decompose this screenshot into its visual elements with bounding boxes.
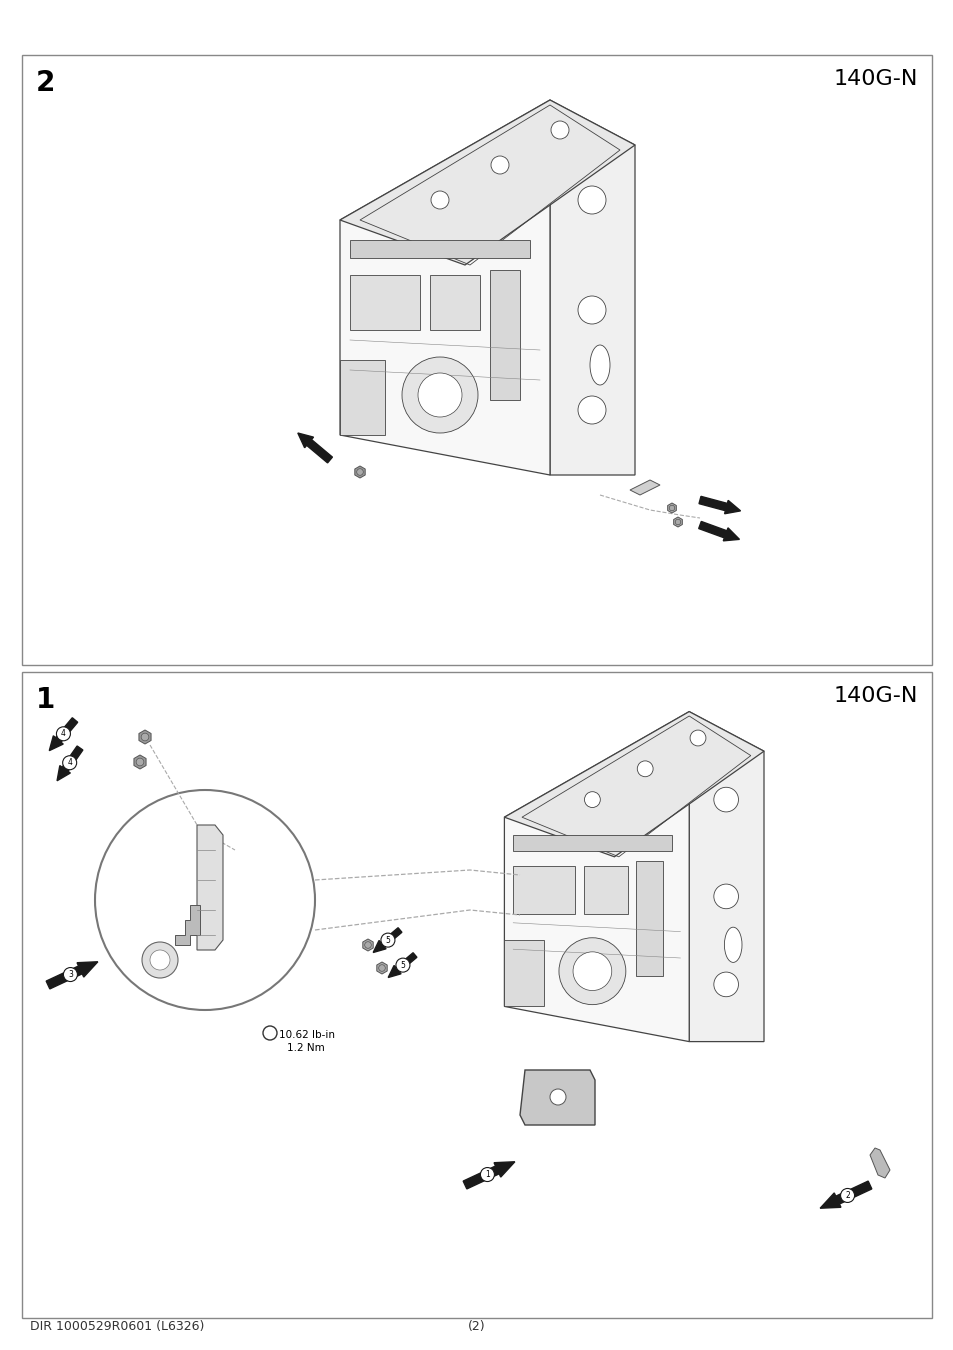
Text: 140G-N: 140G-N: [833, 69, 917, 89]
Circle shape: [480, 1168, 494, 1181]
Polygon shape: [629, 481, 659, 495]
Bar: [513, 834, 671, 850]
Ellipse shape: [589, 346, 609, 385]
Polygon shape: [46, 961, 98, 990]
Circle shape: [380, 933, 395, 948]
Text: 5: 5: [400, 961, 405, 969]
Circle shape: [56, 726, 71, 741]
Circle shape: [637, 761, 653, 776]
Polygon shape: [504, 711, 688, 1042]
Bar: [350, 275, 419, 329]
Circle shape: [63, 968, 77, 981]
Polygon shape: [57, 747, 83, 780]
Bar: [490, 270, 519, 400]
Text: 1: 1: [484, 1170, 489, 1179]
Circle shape: [356, 468, 363, 475]
Circle shape: [431, 190, 449, 209]
Polygon shape: [339, 100, 635, 265]
Text: 10.62 lb-in: 10.62 lb-in: [278, 1030, 335, 1040]
Circle shape: [95, 790, 314, 1010]
Circle shape: [141, 733, 149, 741]
Polygon shape: [362, 940, 373, 950]
Polygon shape: [519, 1071, 595, 1125]
Circle shape: [713, 972, 738, 996]
Bar: [22, 672, 931, 1318]
Bar: [350, 240, 530, 258]
Text: (2): (2): [468, 1320, 485, 1332]
Circle shape: [840, 1188, 854, 1203]
Circle shape: [142, 942, 178, 977]
Polygon shape: [869, 1148, 889, 1179]
Bar: [583, 865, 627, 914]
Text: DIR 1000529R0601 (L6326): DIR 1000529R0601 (L6326): [30, 1320, 204, 1332]
Polygon shape: [463, 1162, 515, 1189]
Polygon shape: [376, 963, 387, 973]
Circle shape: [578, 296, 605, 324]
Polygon shape: [550, 100, 635, 475]
Text: 4: 4: [67, 759, 72, 767]
Circle shape: [675, 520, 680, 525]
Circle shape: [713, 884, 738, 909]
Polygon shape: [196, 825, 223, 950]
Text: 3: 3: [68, 971, 72, 979]
Polygon shape: [297, 433, 332, 463]
Circle shape: [378, 965, 385, 971]
Circle shape: [584, 791, 599, 807]
Circle shape: [689, 730, 705, 747]
Circle shape: [63, 756, 76, 770]
Polygon shape: [688, 711, 763, 1042]
Polygon shape: [50, 718, 77, 751]
Polygon shape: [820, 1181, 871, 1208]
Polygon shape: [174, 904, 200, 945]
Polygon shape: [339, 100, 550, 475]
Polygon shape: [133, 755, 146, 770]
Text: 2: 2: [844, 1191, 849, 1200]
Circle shape: [150, 950, 170, 971]
Circle shape: [491, 157, 509, 174]
Text: 5: 5: [385, 936, 390, 945]
Circle shape: [578, 186, 605, 215]
Text: 4: 4: [61, 729, 66, 738]
Circle shape: [364, 942, 371, 948]
Polygon shape: [139, 730, 151, 744]
Circle shape: [136, 759, 144, 765]
Bar: [513, 865, 575, 914]
Text: 1: 1: [36, 686, 55, 714]
Circle shape: [417, 373, 461, 417]
Circle shape: [578, 396, 605, 424]
Bar: [430, 275, 479, 329]
Circle shape: [573, 952, 611, 991]
Polygon shape: [388, 953, 416, 977]
Text: 2: 2: [36, 69, 55, 97]
Ellipse shape: [723, 927, 741, 963]
Text: 140G-N: 140G-N: [833, 686, 917, 706]
Circle shape: [395, 958, 410, 972]
Circle shape: [551, 122, 568, 139]
Polygon shape: [355, 466, 365, 478]
Bar: [636, 861, 662, 976]
Text: 1.2 Nm: 1.2 Nm: [287, 1044, 324, 1053]
Circle shape: [558, 938, 625, 1004]
Circle shape: [713, 787, 738, 811]
Polygon shape: [698, 521, 739, 541]
Polygon shape: [667, 504, 676, 513]
Polygon shape: [339, 360, 385, 435]
Circle shape: [263, 1026, 276, 1040]
Circle shape: [401, 356, 477, 433]
Polygon shape: [504, 941, 543, 1006]
Bar: [22, 55, 931, 666]
Polygon shape: [673, 517, 681, 526]
Polygon shape: [504, 711, 763, 857]
Circle shape: [669, 505, 674, 510]
Polygon shape: [373, 927, 401, 953]
Circle shape: [550, 1089, 565, 1106]
Polygon shape: [699, 497, 740, 514]
